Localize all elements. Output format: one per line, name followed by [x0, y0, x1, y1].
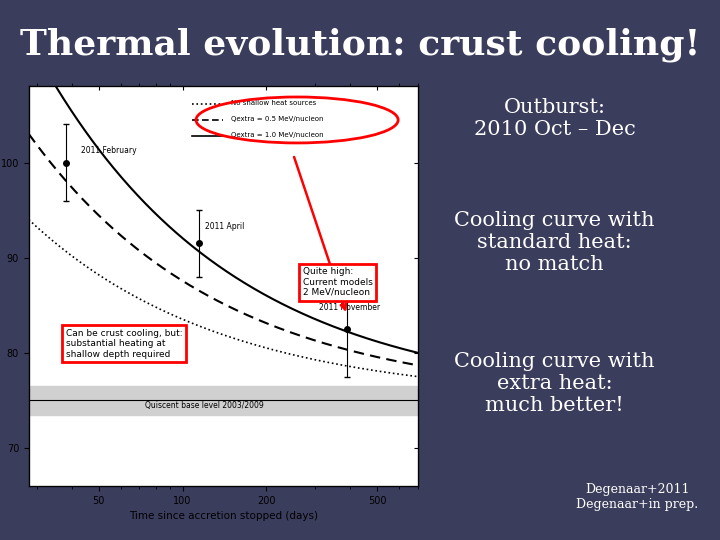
Text: Qextra = 0.5 MeV/nucleon: Qextra = 0.5 MeV/nucleon	[231, 116, 323, 122]
Text: Outburst:
2010 Oct – Dec: Outburst: 2010 Oct – Dec	[474, 98, 635, 139]
Text: 2011 April: 2011 April	[204, 222, 244, 231]
Text: Quite high:
Current models
2 MeV/nucleon: Quite high: Current models 2 MeV/nucleon	[302, 267, 372, 297]
Text: Quiscent base level 2003/2009: Quiscent base level 2003/2009	[145, 401, 264, 410]
Text: Thermal evolution: crust cooling!: Thermal evolution: crust cooling!	[20, 27, 700, 62]
Text: No shallow heat sources: No shallow heat sources	[231, 100, 316, 106]
X-axis label: Time since accretion stopped (days): Time since accretion stopped (days)	[129, 511, 318, 521]
Text: 2011 November: 2011 November	[319, 303, 380, 312]
Text: Cooling curve with
standard heat:
no match: Cooling curve with standard heat: no mat…	[454, 212, 654, 274]
Text: Can be crust cooling, but:
substantial heating at
shallow depth required: Can be crust cooling, but: substantial h…	[66, 329, 182, 359]
Bar	[29, 386, 418, 415]
Text: 2011 February: 2011 February	[81, 146, 136, 155]
Text: Qextra = 1.0 MeV/nucleon: Qextra = 1.0 MeV/nucleon	[231, 132, 323, 138]
Text: Degenaar+2011
Degenaar+in prep.: Degenaar+2011 Degenaar+in prep.	[576, 483, 698, 511]
Text: Cooling curve with
extra heat:
much better!: Cooling curve with extra heat: much bett…	[454, 352, 654, 415]
